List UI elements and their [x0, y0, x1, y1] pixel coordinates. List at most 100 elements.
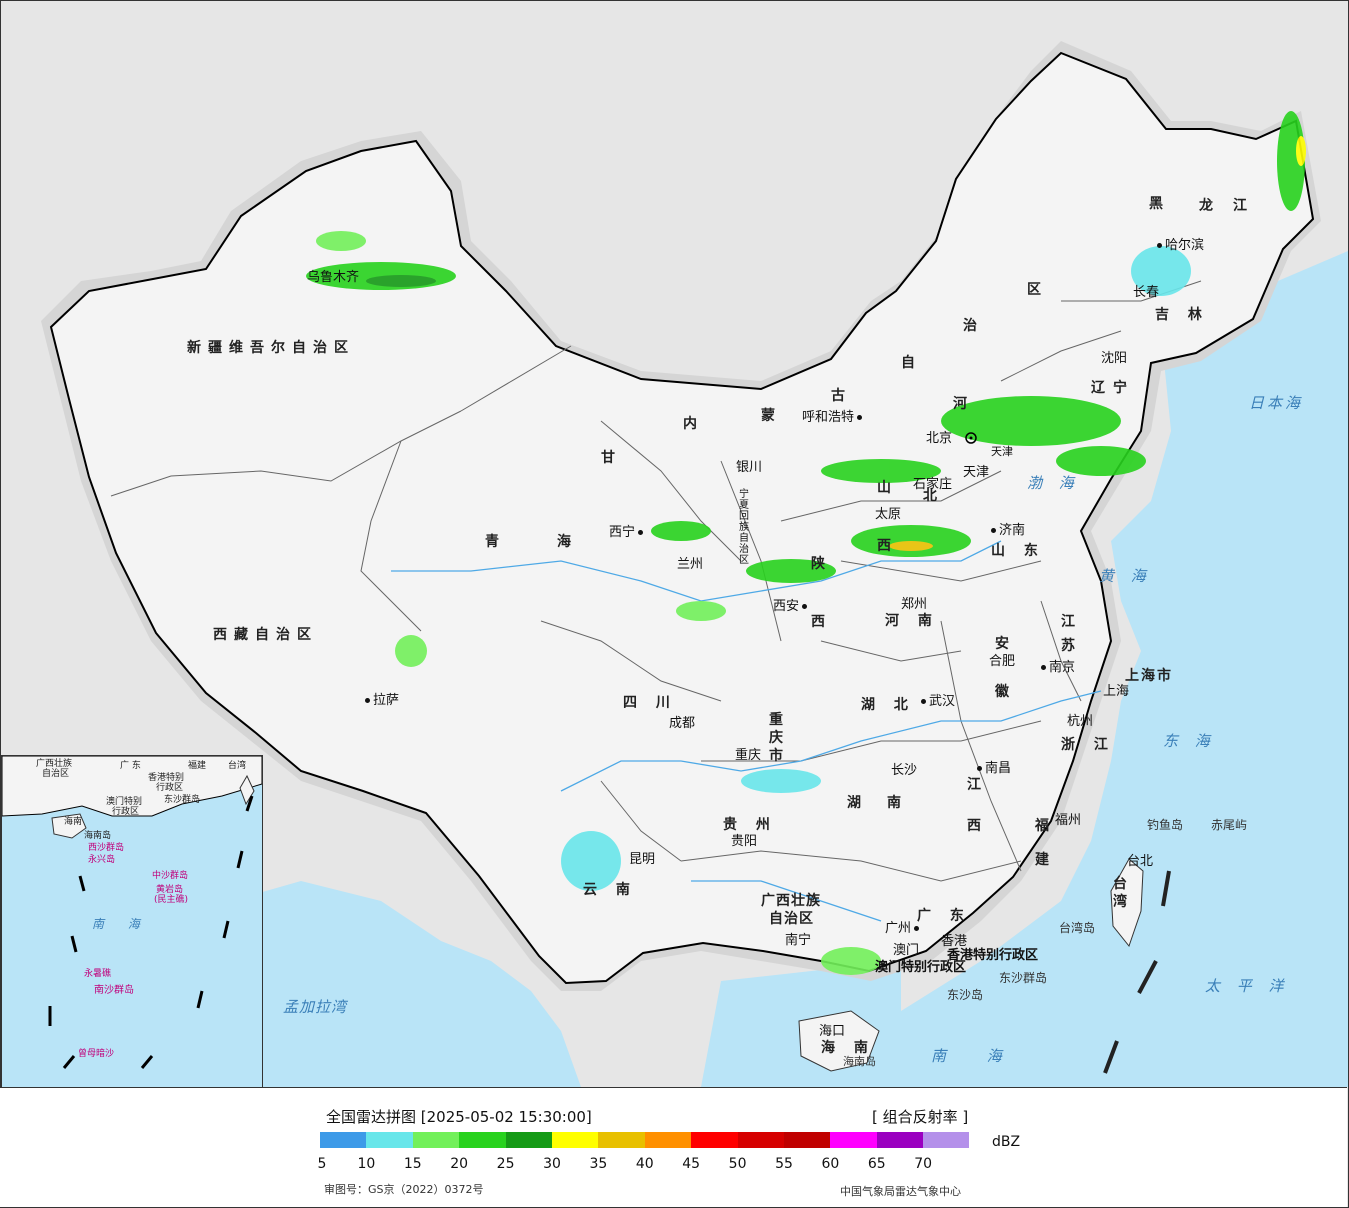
- legend-swatch-55: [783, 1132, 831, 1148]
- legend-tick-20: 20: [450, 1156, 469, 1172]
- data-source: 中国气象局雷达气象中心: [840, 1185, 961, 1198]
- label-henan: 河 南: [885, 613, 939, 629]
- legend-swatch-15: [412, 1132, 460, 1148]
- label-neimenggu-1: 内: [683, 416, 704, 432]
- label-sichuan: 四 川: [623, 695, 677, 711]
- label-heilongjiang-2: 龙: [1199, 198, 1220, 214]
- city-taiyuan: 太原: [875, 507, 902, 522]
- south-sea-inset: 广西壮族 自治区 广 东 福建 台湾 香港特别 行政区 澳门特别 行政区 东沙群…: [1, 755, 263, 1089]
- legend-product: [ 组合反射率 ]: [872, 1108, 969, 1126]
- sea-south: 南 海: [931, 1047, 1020, 1065]
- label-neimenggu-6: 区: [1027, 282, 1048, 298]
- east-sea-area: [881, 251, 1348, 1087]
- island-dongsha-islands: 东沙群岛: [999, 971, 1048, 985]
- label-fujian-1: 福: [1035, 818, 1056, 834]
- island-dongsha: 东沙岛: [947, 988, 984, 1002]
- inset-fujian: 福建: [188, 761, 207, 771]
- label-guangxi-1: 广西壮族: [761, 893, 821, 909]
- inset-huangyan-2: (民主礁): [154, 895, 189, 905]
- city-taibei: 台北: [1127, 854, 1154, 869]
- label-neimenggu-5: 治: [963, 318, 984, 334]
- city-nanning: 南宁: [785, 933, 812, 948]
- label-chongqing-province: 重庆市: [769, 712, 783, 764]
- legend-tick-60: 60: [821, 1156, 840, 1172]
- island-diaoyu: 钓鱼岛: [1147, 818, 1184, 832]
- label-jiangsu-1: 江: [1061, 614, 1082, 630]
- inset-hainan-island: 海南岛: [84, 831, 112, 841]
- label-zhejiang: 浙 江: [1061, 737, 1115, 753]
- city-shanghai: 上海: [1103, 684, 1130, 699]
- city-lhasa: 拉萨: [365, 694, 399, 707]
- legend-swatch-35: [598, 1132, 645, 1148]
- city-macau: 澳门: [893, 943, 920, 958]
- inset-south-sea: 南 海: [92, 917, 150, 931]
- sea-bohai: 渤 海: [1027, 474, 1080, 492]
- legend-swatch-40: [644, 1132, 692, 1148]
- label-ningxia: 宁夏回族自治区: [739, 489, 749, 566]
- bengal-area: [231, 881, 581, 1087]
- label-fujian-2: 建: [1035, 852, 1056, 868]
- city-fuzhou: 福州: [1055, 813, 1082, 828]
- sea-pacific: 太 平 洋: [1205, 977, 1290, 995]
- legend-unit: dBZ: [992, 1134, 1021, 1150]
- island-taiwan: 台湾岛: [1059, 921, 1096, 935]
- city-shijiazhuang: 石家庄: [913, 477, 953, 492]
- label-jiangxi-1: 江: [967, 777, 988, 793]
- city-yinchuan: 银川: [736, 460, 763, 475]
- label-guangxi-2: 自治区: [769, 911, 814, 927]
- legend-colorbar: [320, 1132, 970, 1148]
- city-hongkong: 香港: [941, 934, 968, 949]
- label-xizang: 西藏自治区: [213, 627, 318, 643]
- city-hangzhou: 杭州: [1067, 714, 1094, 729]
- inset-yongxing: 永兴岛: [88, 855, 116, 865]
- maritime-boundary: [1103, 870, 1171, 1074]
- inset-nansha: 南沙群岛: [94, 985, 134, 996]
- legend-title: 全国雷达拼图 [2025-05-02 15:30:00]: [326, 1108, 592, 1126]
- legend-swatch-10: [366, 1132, 413, 1148]
- inset-dongsha: 东沙群岛: [164, 795, 201, 805]
- city-xining: 西宁: [609, 526, 646, 539]
- city-haikou: 海口: [819, 1024, 846, 1039]
- label-qinghai-1: 青: [485, 534, 506, 550]
- city-zhengzhou: 郑州: [901, 597, 928, 612]
- legend-tick-55: 55: [775, 1156, 793, 1172]
- inset-canvas: [2, 756, 262, 1069]
- legend-swatch-65: [876, 1132, 924, 1148]
- label-hunan-1: 湖: [847, 795, 868, 811]
- label-hongkong-sar: 香港特别行政区: [947, 948, 1039, 963]
- city-hohhot: 呼和浩特: [802, 411, 865, 424]
- label-hebei-1: 河: [953, 396, 974, 412]
- sea-east: 东 海: [1163, 732, 1216, 750]
- label-heilongjiang-1: 黑: [1149, 196, 1170, 212]
- inset-taiwan: 台湾: [228, 761, 247, 771]
- inset-macau: 澳门特别: [106, 797, 143, 807]
- city-harbin: 哈尔滨: [1157, 239, 1204, 252]
- city-tianjin: 天津: [963, 465, 990, 480]
- legend-tick-70: 70: [914, 1156, 933, 1172]
- label-anhui-2: 徽: [995, 684, 1016, 700]
- city-hefei: 合肥: [989, 654, 1016, 669]
- label-jiangxi-2: 西: [967, 818, 988, 834]
- label-shandong: 山 东: [991, 543, 1045, 559]
- label-tianjin-province: 天津: [991, 445, 1013, 458]
- legend-tick-5: 5: [317, 1156, 327, 1172]
- city-changsha: 长沙: [891, 763, 918, 778]
- label-macau-sar: 澳门特别行政区: [875, 960, 967, 975]
- inset-guangxi-2: 自治区: [42, 769, 70, 779]
- label-qinghai-2: 海: [557, 534, 578, 550]
- label-shanxi-1: 山: [877, 480, 898, 496]
- city-jinan: 济南: [991, 524, 1025, 537]
- city-guiyang: 贵阳: [731, 834, 758, 849]
- inset-huangyan: 黄岩岛: [156, 885, 184, 895]
- inset-yongshu: 永暑礁: [84, 969, 112, 979]
- legend-panel: 全国雷达拼图 [2025-05-02 15:30:00] [ 组合反射率 ] d…: [0, 1087, 1347, 1207]
- label-gansu: 甘: [601, 450, 622, 466]
- city-guangzhou: 广州: [885, 922, 922, 935]
- legend-swatch-25: [505, 1132, 552, 1148]
- legend-tick-35: 35: [589, 1156, 608, 1172]
- sea-japan: 日本海: [1249, 394, 1304, 412]
- legend-swatch-30: [551, 1132, 599, 1148]
- label-hubei: 湖 北: [861, 697, 915, 713]
- legend-tick-25: 25: [496, 1156, 515, 1172]
